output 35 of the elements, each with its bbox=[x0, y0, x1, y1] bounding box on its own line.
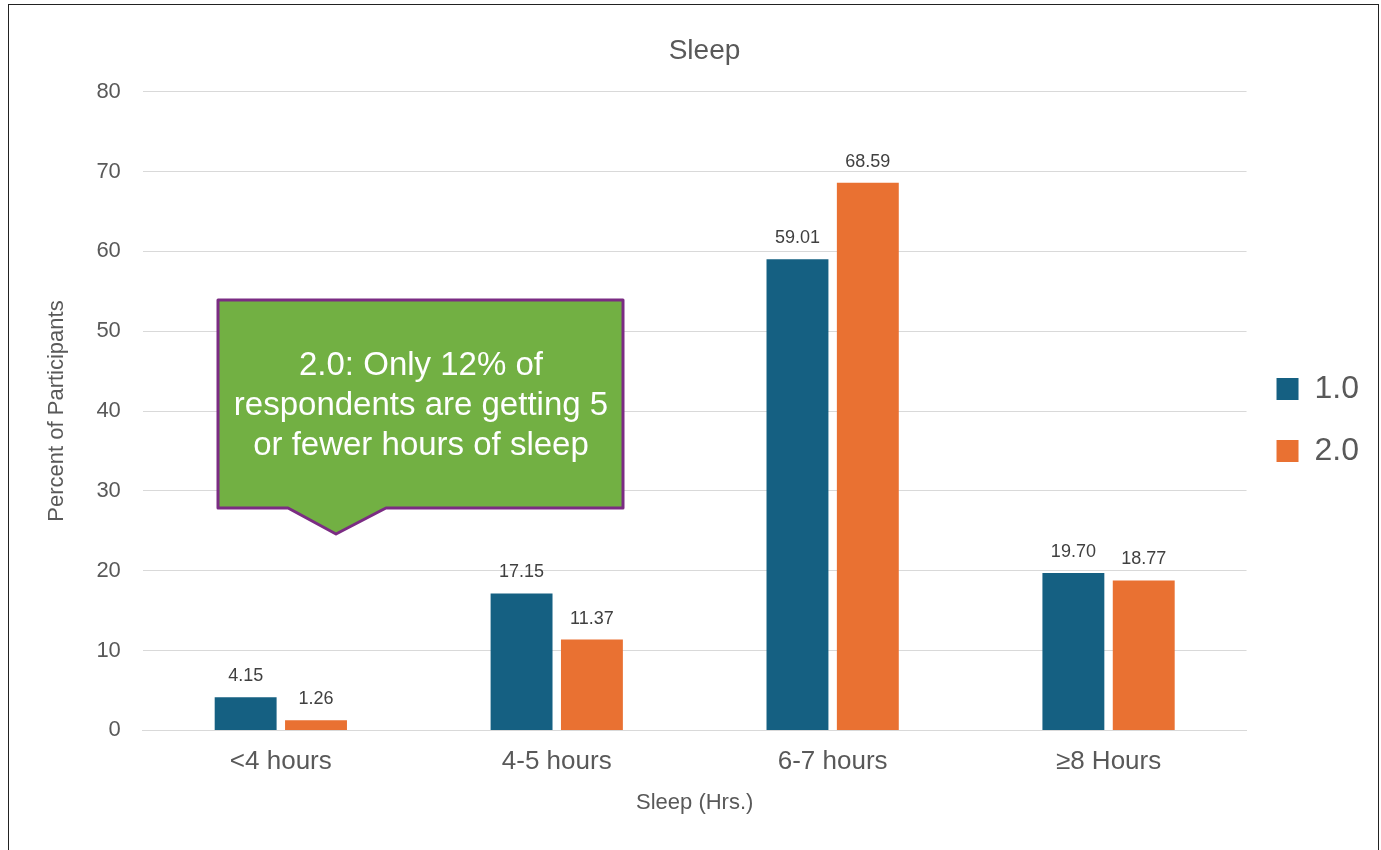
x-tick-label: 6-7 hours bbox=[777, 745, 888, 776]
y-tick-label: 60 bbox=[96, 237, 121, 263]
legend-label: 2.0 bbox=[1314, 430, 1359, 467]
y-axis-title: Percent of Participants bbox=[43, 300, 69, 522]
x-axis-title: Sleep (Hrs.) bbox=[636, 788, 754, 814]
legend-label: 1.0 bbox=[1314, 368, 1359, 405]
x-tick-label: <4 hours bbox=[229, 745, 332, 776]
data-label: 19.70 bbox=[1050, 541, 1096, 562]
bar bbox=[490, 593, 553, 730]
y-tick-label: 50 bbox=[96, 317, 121, 343]
y-tick-label: 20 bbox=[96, 556, 121, 582]
data-label: 68.59 bbox=[845, 150, 891, 171]
annotation: 2.0: Only 12% of respondents are getting 5 or fewer hours of sleep bbox=[232, 344, 610, 464]
bar bbox=[1112, 580, 1175, 730]
bar bbox=[1042, 573, 1105, 730]
data-label: 11.37 bbox=[570, 607, 614, 628]
data-label: 59.01 bbox=[774, 227, 820, 248]
bar bbox=[836, 182, 899, 730]
y-tick-label: 30 bbox=[96, 476, 121, 502]
bar bbox=[766, 259, 829, 730]
y-tick-label: 70 bbox=[96, 157, 121, 183]
data-label: 4.15 bbox=[228, 665, 264, 686]
y-tick-label: 0 bbox=[108, 716, 121, 742]
x-tick-label: ≥8 Hours bbox=[1055, 745, 1162, 776]
bar bbox=[285, 720, 347, 730]
data-label: 1.26 bbox=[298, 688, 334, 709]
bar bbox=[560, 639, 623, 730]
bar bbox=[214, 697, 277, 730]
y-tick-label: 40 bbox=[96, 397, 121, 423]
chart-title: Sleep bbox=[668, 33, 741, 65]
data-label: 18.77 bbox=[1121, 548, 1167, 569]
data-label: 17.15 bbox=[499, 561, 545, 582]
y-tick-label: 80 bbox=[96, 77, 121, 103]
x-tick-label: 4-5 hours bbox=[501, 745, 612, 776]
y-tick-label: 10 bbox=[96, 636, 121, 662]
